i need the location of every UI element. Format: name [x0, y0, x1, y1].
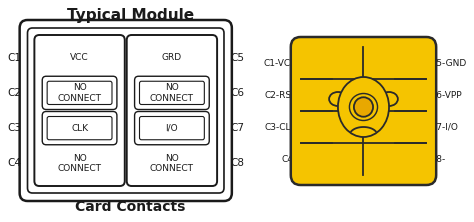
Text: CLK: CLK — [71, 124, 88, 133]
Text: C2: C2 — [8, 88, 22, 98]
FancyBboxPatch shape — [19, 20, 232, 201]
Text: C6-VPP: C6-VPP — [430, 91, 462, 99]
Text: C5-GND: C5-GND — [430, 59, 466, 67]
Text: NO
CONNECT: NO CONNECT — [150, 83, 194, 103]
Ellipse shape — [354, 97, 373, 117]
FancyBboxPatch shape — [127, 35, 217, 186]
FancyBboxPatch shape — [35, 35, 125, 186]
Text: C2-RST: C2-RST — [264, 91, 297, 99]
Text: VCC: VCC — [70, 53, 89, 62]
Text: C5: C5 — [230, 53, 244, 63]
Text: Typical Module: Typical Module — [67, 8, 194, 23]
Text: C4-: C4- — [282, 155, 297, 163]
Text: C8: C8 — [230, 158, 244, 168]
Text: C1: C1 — [8, 53, 22, 63]
Text: NO
CONNECT: NO CONNECT — [57, 154, 101, 173]
Ellipse shape — [349, 93, 377, 121]
Text: C3: C3 — [8, 123, 22, 133]
Text: NO
CONNECT: NO CONNECT — [150, 154, 194, 173]
Text: C4: C4 — [8, 158, 22, 168]
Text: NO
CONNECT: NO CONNECT — [57, 83, 101, 103]
Text: C6: C6 — [230, 88, 244, 98]
Text: C1-VCC: C1-VCC — [263, 59, 297, 67]
Text: C3-CLK: C3-CLK — [264, 123, 297, 131]
Text: C7-I/O: C7-I/O — [430, 123, 458, 131]
Text: Card Contacts: Card Contacts — [75, 200, 186, 214]
Text: GRD: GRD — [162, 53, 182, 62]
Text: I/O: I/O — [165, 124, 178, 133]
Ellipse shape — [380, 92, 398, 106]
Text: C7: C7 — [230, 123, 244, 133]
FancyBboxPatch shape — [291, 37, 436, 185]
Ellipse shape — [329, 92, 347, 106]
Ellipse shape — [338, 77, 389, 137]
Text: C8-: C8- — [430, 155, 446, 163]
